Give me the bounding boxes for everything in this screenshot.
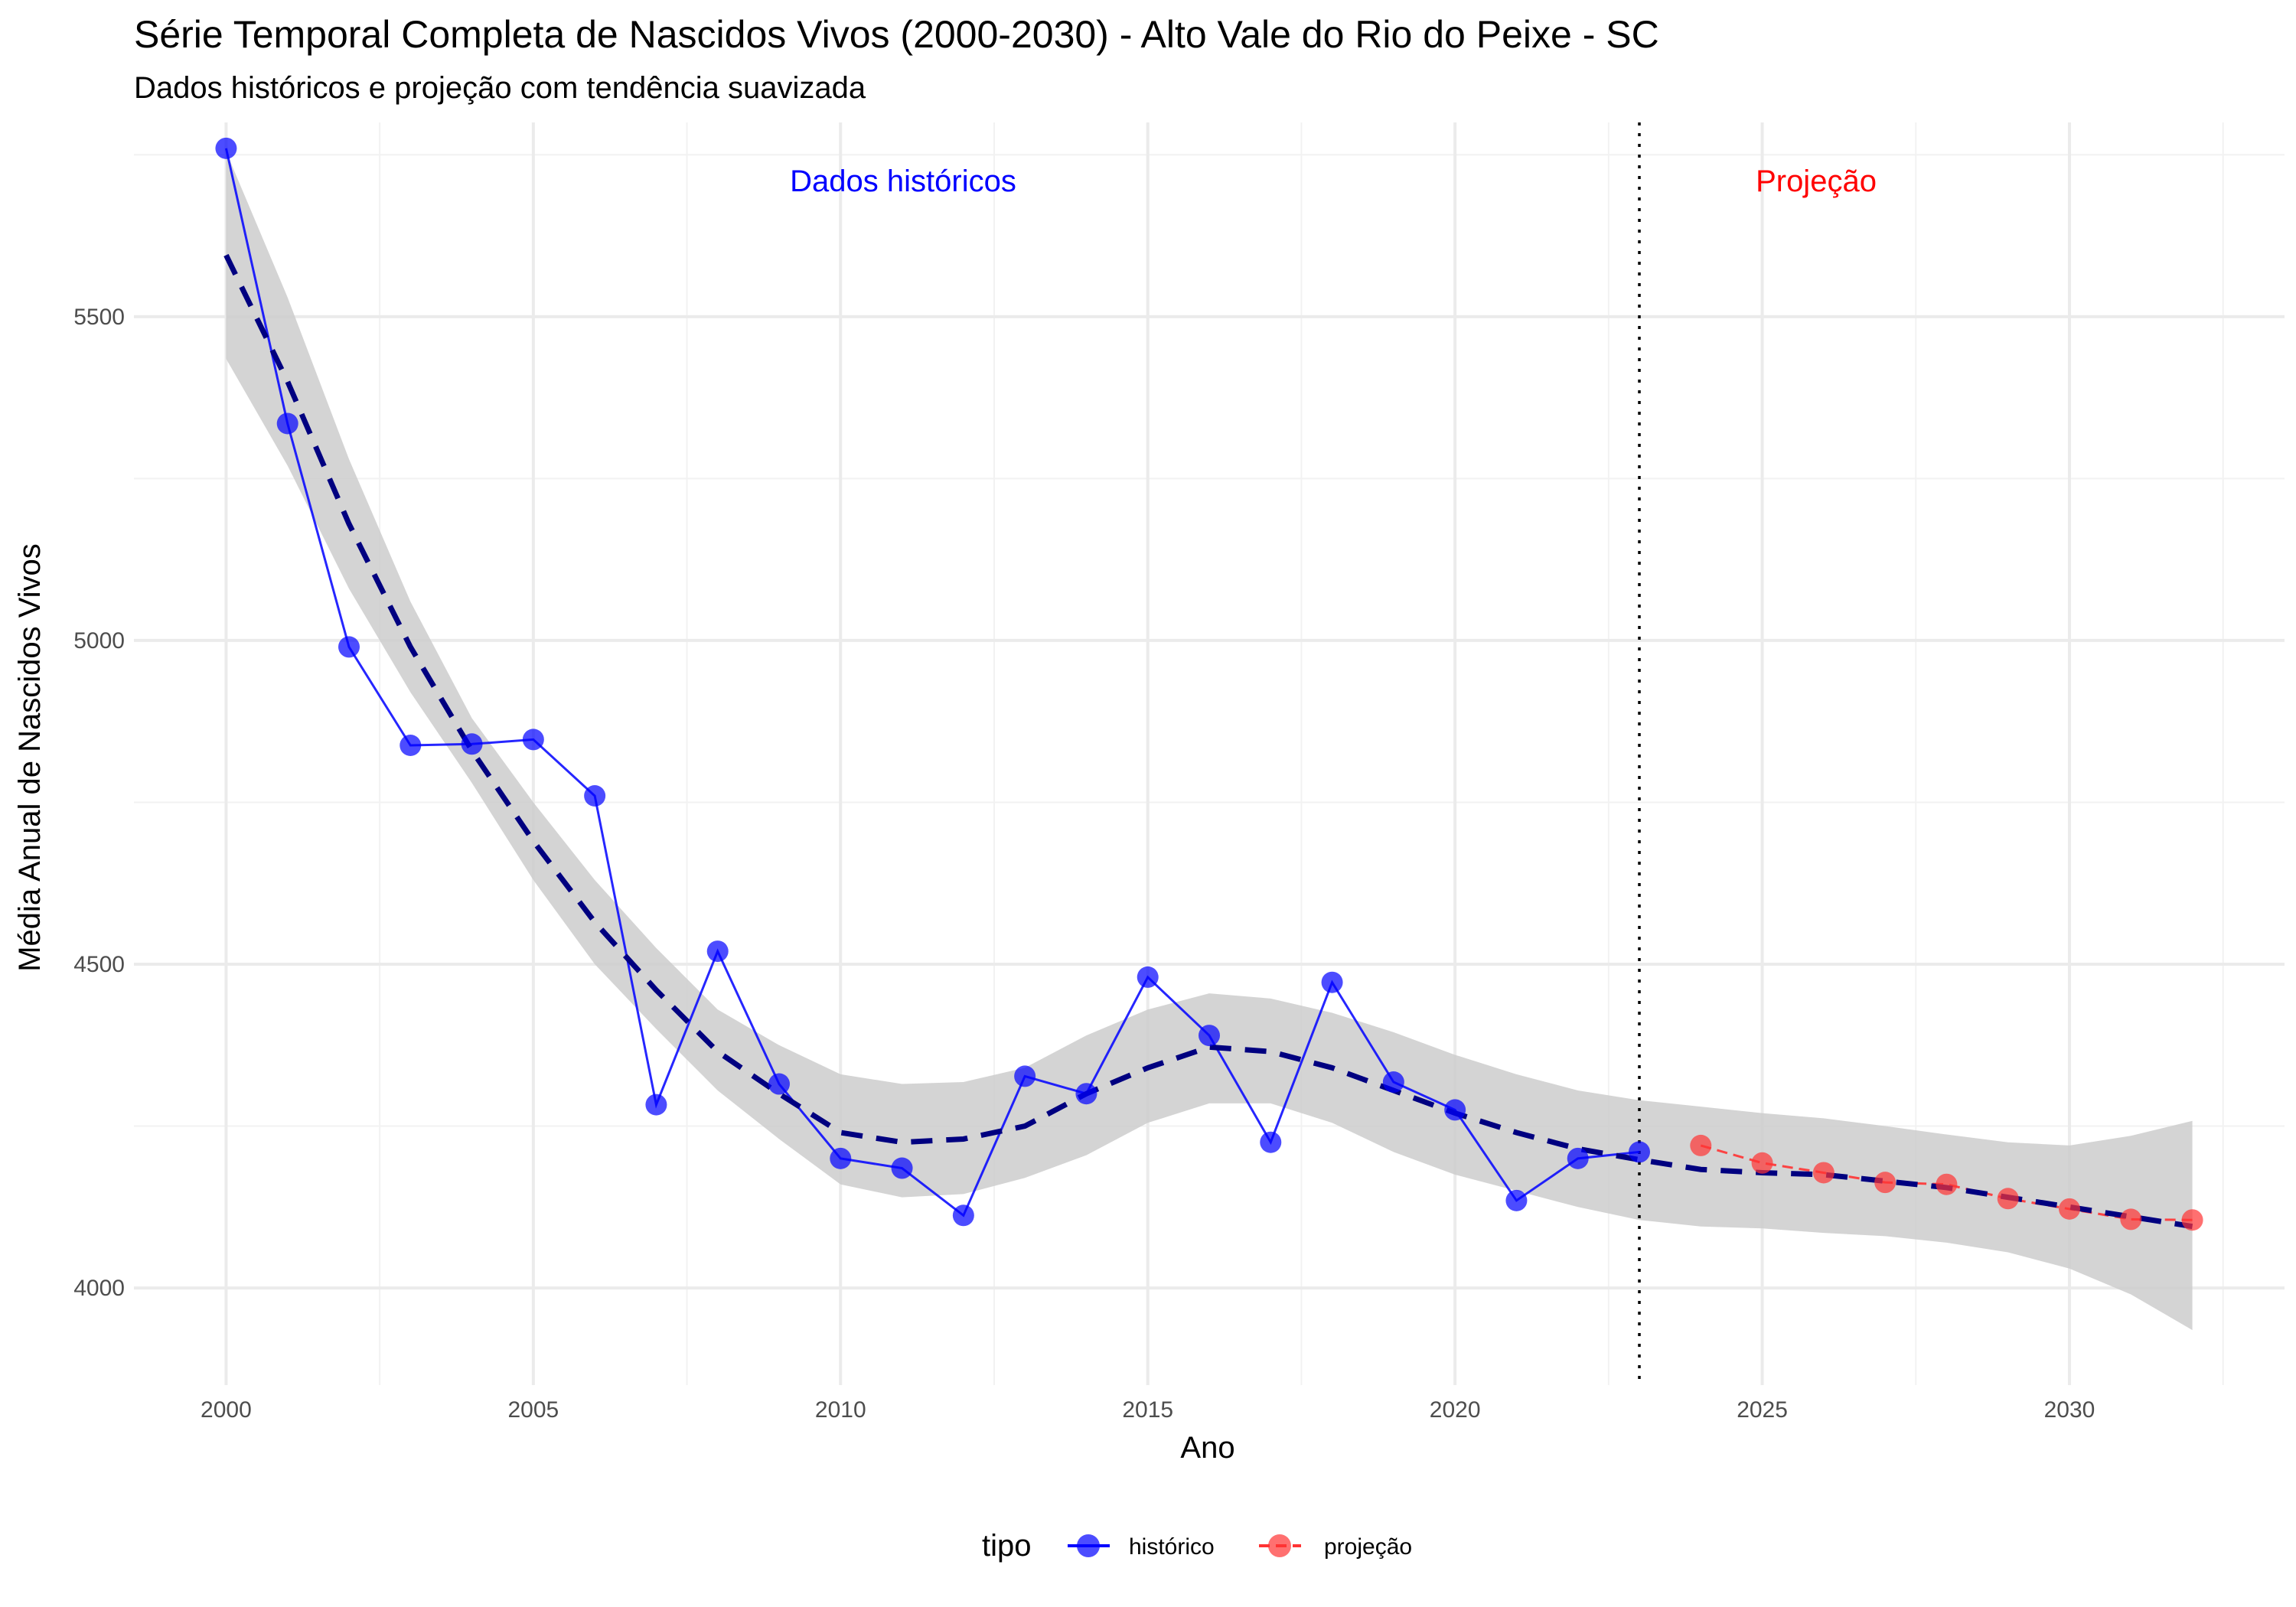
- legend-key-projecao: [1259, 1534, 1301, 1557]
- projecao-point: [1874, 1172, 1896, 1194]
- historico-point: [830, 1147, 852, 1169]
- historico-point: [1075, 1083, 1097, 1105]
- projecao-point: [2059, 1198, 2080, 1220]
- historico-point: [461, 733, 483, 755]
- historico-point: [706, 940, 729, 963]
- trend-path: [223, 253, 2193, 1230]
- legend-label-historico: histórico: [1129, 1534, 1215, 1560]
- historico-point: [952, 1204, 974, 1227]
- historico-point: [1382, 1071, 1404, 1093]
- historico-point: [400, 735, 422, 756]
- historico-point: [338, 636, 360, 658]
- legend: tipo histórico projeção: [982, 1529, 1412, 1563]
- x-tick-label: 2030: [2044, 1397, 2095, 1423]
- historico-point: [1321, 971, 1343, 993]
- historico-point: [276, 412, 298, 435]
- y-tick-label: 5500: [73, 305, 125, 330]
- historico-point: [768, 1073, 790, 1095]
- historico-point: [1137, 966, 1159, 988]
- projecao-point: [1751, 1152, 1773, 1174]
- historico-point: [1199, 1025, 1220, 1047]
- historico-point: [1444, 1099, 1466, 1121]
- chart-subtitle: Dados históricos e projeção com tendênci…: [134, 71, 866, 105]
- x-tick-label: 2020: [1430, 1397, 1481, 1423]
- y-tick-label: 5000: [73, 628, 125, 654]
- x-tick-label: 2005: [507, 1397, 559, 1423]
- legend-key-historico: [1068, 1534, 1110, 1557]
- projecao-point: [1997, 1188, 2019, 1210]
- historico-point: [1014, 1065, 1036, 1087]
- historico-point: [522, 729, 544, 751]
- confidence-ribbon: [226, 152, 2193, 1331]
- projecao-point: [1936, 1173, 1958, 1195]
- confidence-band: [226, 152, 2193, 1331]
- x-tick-label: 2025: [1737, 1397, 1788, 1423]
- projection-region-label: Projeção: [1756, 165, 1877, 198]
- projecao-line: [1700, 1144, 2193, 1221]
- historico-point: [1505, 1189, 1528, 1211]
- historico-point: [584, 785, 606, 807]
- projecao-point: [2120, 1208, 2142, 1231]
- legend-label-projecao: projeção: [1324, 1534, 1412, 1560]
- chart-title: Série Temporal Completa de Nascidos Vivo…: [134, 13, 1659, 56]
- historico-point: [645, 1094, 667, 1116]
- historico-point: [215, 137, 237, 159]
- trend-line: [223, 253, 2193, 1230]
- historico-point: [891, 1157, 913, 1179]
- y-tick-label: 4000: [73, 1276, 125, 1301]
- axis-ticks: 2000 2005 2010 2015 2020 2025 2030 4000 4500 5000…: [73, 305, 2095, 1423]
- projecao-point: [1812, 1162, 1835, 1184]
- historico-point: [1260, 1131, 1282, 1153]
- y-axis-title: Média Anual de Nascidos Vivos: [13, 543, 47, 972]
- x-tick-label: 2000: [201, 1397, 252, 1423]
- x-tick-label: 2015: [1122, 1397, 1173, 1423]
- x-tick-label: 2010: [815, 1397, 866, 1423]
- legend-title: tipo: [982, 1529, 1032, 1563]
- projecao-point: [1690, 1134, 1712, 1156]
- data-points: [215, 137, 2203, 1231]
- historic-region-label: Dados históricos: [790, 165, 1016, 198]
- projecao-point: [2181, 1209, 2203, 1231]
- x-axis-title: Ano: [1180, 1431, 1234, 1465]
- y-tick-label: 4500: [73, 952, 125, 977]
- historico-point: [1567, 1147, 1589, 1169]
- historico-point: [1629, 1141, 1650, 1163]
